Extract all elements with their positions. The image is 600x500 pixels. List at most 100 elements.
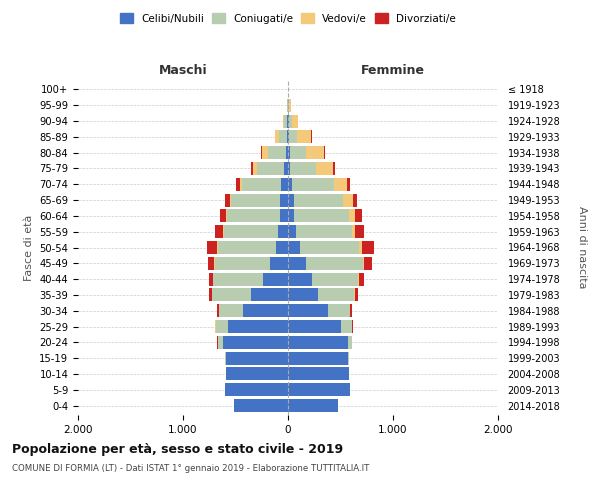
Bar bbox=[288, 272, 312, 285]
Bar bbox=[288, 178, 292, 191]
Bar bbox=[224, 225, 277, 238]
Bar bbox=[236, 178, 240, 191]
Bar bbox=[348, 336, 352, 349]
Bar bbox=[225, 352, 226, 364]
Bar bbox=[263, 272, 288, 285]
Bar bbox=[288, 288, 319, 302]
Bar bbox=[284, 162, 288, 175]
Bar bbox=[288, 257, 306, 270]
Bar bbox=[289, 114, 292, 128]
Bar bbox=[240, 178, 242, 191]
Bar bbox=[226, 210, 227, 222]
Bar bbox=[217, 304, 218, 317]
Bar bbox=[347, 178, 350, 191]
Bar bbox=[288, 368, 349, 380]
Bar bbox=[352, 225, 355, 238]
Bar bbox=[227, 210, 280, 222]
Bar bbox=[290, 162, 316, 175]
Bar bbox=[218, 241, 277, 254]
Bar bbox=[243, 304, 288, 317]
Bar bbox=[288, 210, 295, 222]
Bar bbox=[288, 241, 299, 254]
Bar bbox=[220, 210, 226, 222]
Text: Femmine: Femmine bbox=[361, 64, 425, 77]
Bar bbox=[257, 162, 284, 175]
Bar bbox=[280, 210, 288, 222]
Bar bbox=[251, 162, 253, 175]
Bar bbox=[286, 146, 288, 159]
Bar bbox=[296, 225, 352, 238]
Bar bbox=[294, 194, 343, 206]
Bar bbox=[348, 352, 349, 364]
Bar bbox=[288, 225, 296, 238]
Bar bbox=[209, 272, 213, 285]
Bar bbox=[312, 272, 358, 285]
Bar bbox=[268, 146, 286, 159]
Bar bbox=[215, 225, 223, 238]
Bar bbox=[288, 320, 341, 333]
Bar bbox=[319, 288, 354, 302]
Bar bbox=[288, 99, 289, 112]
Bar bbox=[353, 194, 358, 206]
Y-axis label: Fasce di età: Fasce di età bbox=[23, 214, 34, 280]
Text: Popolazione per età, sesso e stato civile - 2019: Popolazione per età, sesso e stato civil… bbox=[12, 442, 343, 456]
Bar bbox=[341, 320, 352, 333]
Bar bbox=[212, 288, 251, 302]
Bar bbox=[288, 130, 289, 143]
Bar bbox=[253, 162, 257, 175]
Bar bbox=[288, 146, 290, 159]
Bar bbox=[355, 210, 362, 222]
Bar bbox=[355, 225, 364, 238]
Bar bbox=[350, 304, 352, 317]
Bar bbox=[355, 288, 358, 302]
Bar bbox=[226, 352, 288, 364]
Bar bbox=[307, 146, 324, 159]
Bar bbox=[288, 162, 290, 175]
Bar bbox=[223, 336, 288, 349]
Bar bbox=[209, 288, 212, 302]
Bar bbox=[288, 194, 294, 206]
Bar bbox=[218, 336, 223, 349]
Legend: Celibi/Nubili, Coniugati/e, Vedovi/e, Divorziati/e: Celibi/Nubili, Coniugati/e, Vedovi/e, Di… bbox=[117, 10, 459, 26]
Bar bbox=[230, 194, 232, 206]
Bar bbox=[277, 241, 288, 254]
Bar bbox=[358, 272, 359, 285]
Bar bbox=[290, 146, 307, 159]
Bar bbox=[362, 257, 364, 270]
Text: COMUNE DI FORMIA (LT) - Dati ISTAT 1° gennaio 2019 - Elaborazione TUTTITALIA.IT: COMUNE DI FORMIA (LT) - Dati ISTAT 1° ge… bbox=[12, 464, 370, 473]
Bar bbox=[281, 178, 288, 191]
Bar bbox=[328, 304, 350, 317]
Bar bbox=[278, 130, 287, 143]
Bar bbox=[289, 99, 292, 112]
Y-axis label: Anni di nascita: Anni di nascita bbox=[577, 206, 587, 288]
Bar bbox=[288, 399, 338, 412]
Bar bbox=[364, 257, 372, 270]
Bar bbox=[232, 194, 280, 206]
Bar bbox=[242, 178, 281, 191]
Bar bbox=[261, 146, 262, 159]
Bar bbox=[333, 162, 335, 175]
Bar bbox=[359, 272, 364, 285]
Bar bbox=[295, 210, 349, 222]
Bar bbox=[324, 146, 325, 159]
Bar bbox=[280, 194, 288, 206]
Bar bbox=[218, 304, 243, 317]
Bar bbox=[277, 225, 288, 238]
Bar bbox=[361, 241, 374, 254]
Bar bbox=[208, 257, 214, 270]
Bar bbox=[289, 130, 298, 143]
Bar bbox=[299, 241, 359, 254]
Bar bbox=[214, 272, 263, 285]
Bar bbox=[207, 241, 217, 254]
Bar bbox=[228, 320, 288, 333]
Bar bbox=[288, 383, 350, 396]
Bar bbox=[275, 130, 278, 143]
Bar bbox=[287, 99, 288, 112]
Bar bbox=[284, 114, 287, 128]
Bar bbox=[343, 194, 353, 206]
Bar bbox=[283, 114, 284, 128]
Bar bbox=[215, 257, 270, 270]
Bar bbox=[349, 210, 355, 222]
Text: Maschi: Maschi bbox=[158, 64, 208, 77]
Bar bbox=[287, 130, 288, 143]
